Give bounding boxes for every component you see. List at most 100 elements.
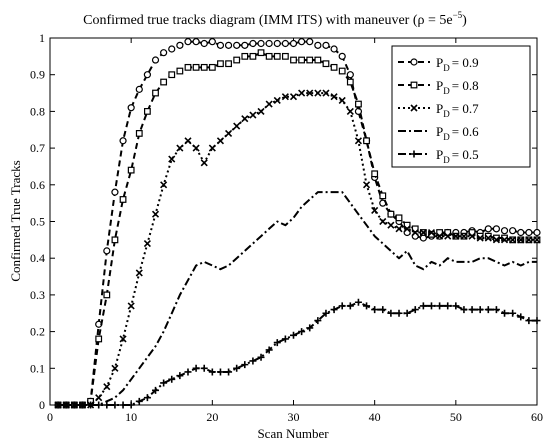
data-point xyxy=(265,346,273,354)
data-point xyxy=(208,38,216,46)
data-point xyxy=(484,306,492,314)
data-point xyxy=(306,56,314,64)
data-point xyxy=(322,41,330,49)
data-point xyxy=(298,328,306,336)
data-point xyxy=(111,236,119,244)
data-point xyxy=(346,71,354,79)
data-point xyxy=(160,379,168,387)
data-point xyxy=(371,306,379,314)
data-point xyxy=(111,401,119,409)
data-point xyxy=(95,394,103,402)
data-point xyxy=(436,232,444,240)
data-point xyxy=(119,196,127,203)
data-point xyxy=(127,401,135,409)
data-point xyxy=(330,93,338,101)
legend-label: PD = 0.5 xyxy=(436,147,479,165)
data-point xyxy=(403,225,411,233)
data-point xyxy=(371,206,379,215)
data-point xyxy=(484,234,492,242)
data-point xyxy=(338,67,346,75)
data-point xyxy=(387,221,395,229)
data-point xyxy=(525,317,533,325)
data-point xyxy=(257,39,265,48)
data-point xyxy=(257,49,265,57)
legend-label-subscript: D xyxy=(443,86,450,96)
data-point xyxy=(192,63,200,71)
data-point xyxy=(346,107,354,115)
data-point xyxy=(200,63,208,71)
data-point xyxy=(306,324,314,332)
legend-label: PD = 0.6 xyxy=(436,124,479,142)
x-tick-label: 30 xyxy=(288,410,300,424)
data-point xyxy=(176,144,184,152)
data-point xyxy=(452,232,460,240)
data-point xyxy=(411,306,419,314)
data-point xyxy=(103,291,111,299)
legend-label-value: = 0.5 xyxy=(452,147,479,162)
data-point xyxy=(216,137,225,145)
data-point xyxy=(208,368,216,376)
data-point xyxy=(192,364,200,372)
data-point xyxy=(241,361,249,369)
data-point xyxy=(273,39,281,48)
legend-label-prefix: P xyxy=(436,55,443,70)
data-point xyxy=(168,155,176,163)
x-tick-label: 20 xyxy=(206,410,218,424)
data-point xyxy=(298,38,306,46)
data-point xyxy=(233,56,241,64)
x-tick-label: 60 xyxy=(531,410,543,424)
data-point xyxy=(216,41,225,49)
legend-item: PD = 0.7 xyxy=(398,101,479,119)
data-point xyxy=(525,228,533,237)
data-point xyxy=(468,232,476,240)
data-point xyxy=(298,56,306,64)
data-point xyxy=(95,335,103,343)
data-point xyxy=(249,357,257,365)
data-point xyxy=(160,49,168,57)
data-point xyxy=(265,52,273,60)
data-point xyxy=(314,89,322,97)
y-axis-label: Confirmed True Tracks xyxy=(8,160,23,281)
data-point xyxy=(379,192,387,200)
data-point xyxy=(103,383,111,391)
series-3 xyxy=(58,191,537,406)
data-point xyxy=(127,302,135,310)
legend-marker xyxy=(410,150,418,158)
data-point xyxy=(338,302,346,310)
data-point xyxy=(184,63,192,71)
data-point xyxy=(492,306,500,314)
data-point xyxy=(160,78,168,86)
data-point xyxy=(143,394,151,402)
y-tick-label: 0.9 xyxy=(30,68,45,82)
data-point xyxy=(419,302,427,310)
data-point xyxy=(354,298,362,306)
data-point xyxy=(322,309,330,317)
data-point xyxy=(143,71,151,79)
x-axis-label: Scan Number xyxy=(257,426,329,441)
data-point xyxy=(184,38,192,46)
data-point xyxy=(281,39,289,48)
data-point xyxy=(314,41,322,49)
data-point xyxy=(208,144,216,152)
data-point xyxy=(273,52,281,60)
data-point xyxy=(257,107,265,115)
y-tick-label: 1 xyxy=(39,31,45,45)
data-point xyxy=(152,89,159,97)
x-tick-label: 0 xyxy=(47,410,53,424)
legend-item: PD = 0.5 xyxy=(398,147,479,165)
legend-label-subscript: D xyxy=(443,155,450,165)
data-point xyxy=(427,228,436,237)
data-point xyxy=(168,375,176,383)
data-point xyxy=(411,228,419,237)
data-point xyxy=(500,227,509,235)
data-point xyxy=(127,104,135,112)
data-point xyxy=(371,170,379,178)
data-point xyxy=(346,302,354,310)
legend-label-prefix: P xyxy=(436,124,443,139)
legend-label-value: = 0.9 xyxy=(452,55,479,70)
data-point xyxy=(184,137,192,145)
y-tick-label: 0.1 xyxy=(30,361,45,375)
data-point xyxy=(379,306,387,314)
data-point xyxy=(314,317,322,325)
